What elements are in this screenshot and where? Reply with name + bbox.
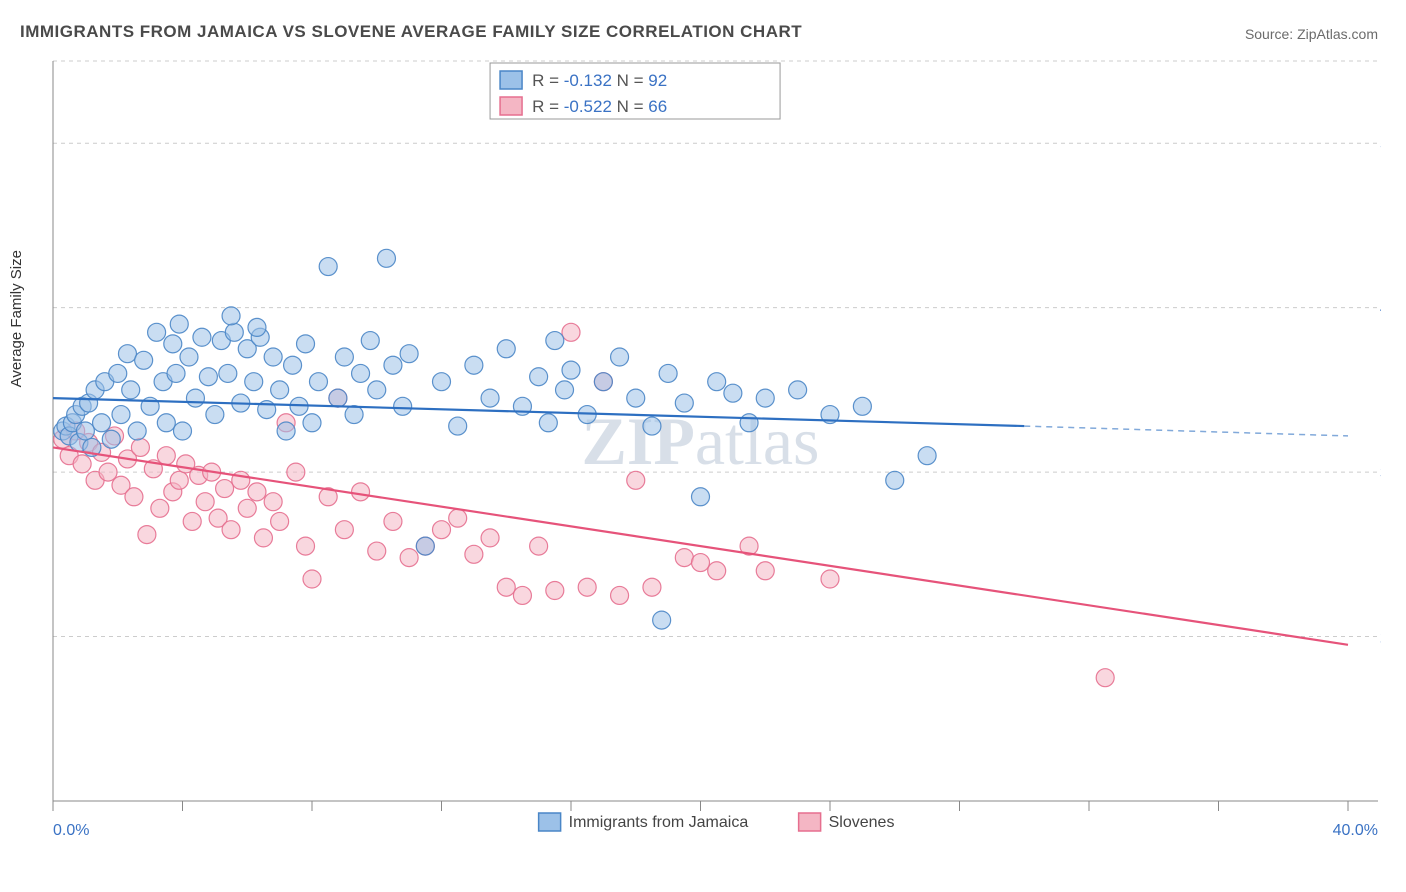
y-axis-label: Average Family Size [8,250,25,387]
chart-title: IMMIGRANTS FROM JAMAICA VS SLOVENE AVERA… [20,22,802,42]
svg-text:Immigrants from Jamaica: Immigrants from Jamaica [569,814,749,831]
svg-text:R = -0.132 N = 92: R = -0.132 N = 92 [532,71,667,90]
svg-text:2.00: 2.00 [1380,630,1381,647]
svg-text:R = -0.522 N = 66: R = -0.522 N = 66 [532,97,667,116]
svg-text:3.00: 3.00 [1380,465,1381,482]
svg-text:40.0%: 40.0% [1333,822,1378,839]
chart-container: Average Family Size ZIPatlas2.003.004.00… [48,56,1381,856]
svg-text:0.0%: 0.0% [53,822,89,839]
source-prefix: Source: [1245,26,1297,42]
source-attribution: Source: ZipAtlas.com [1245,26,1378,42]
svg-text:4.00: 4.00 [1380,301,1381,318]
svg-text:5.00: 5.00 [1380,136,1381,153]
scatter-chart: ZIPatlas2.003.004.005.000.0%40.0%R = -0.… [48,56,1381,856]
svg-text:Slovenes: Slovenes [829,814,895,831]
source-link[interactable]: ZipAtlas.com [1297,26,1378,42]
